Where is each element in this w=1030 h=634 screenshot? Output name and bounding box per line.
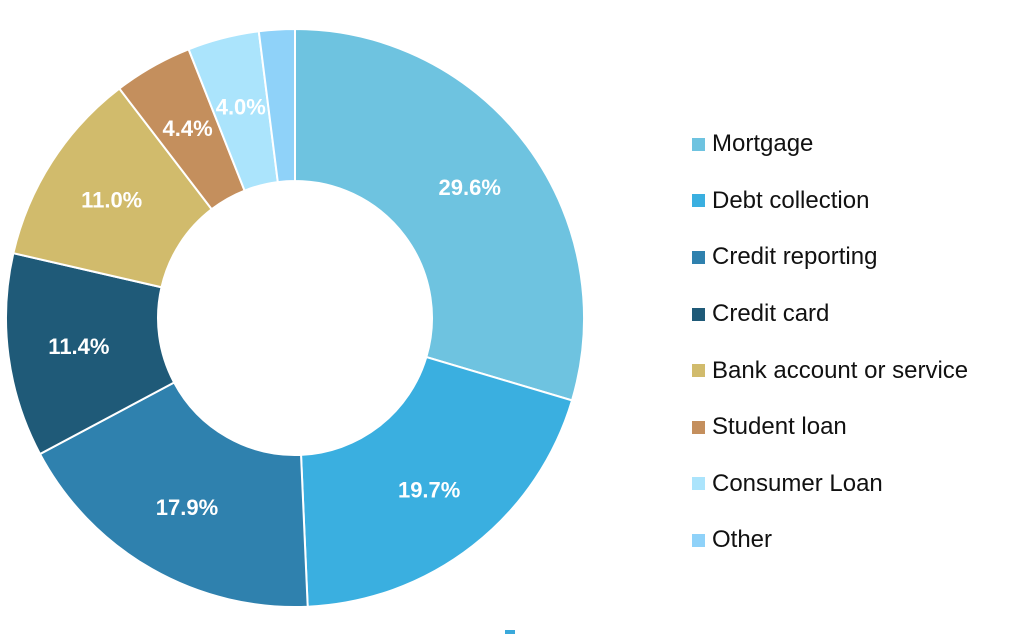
legend-item-credit-card: Credit card xyxy=(692,286,1022,343)
legend-item-credit-reporting: Credit reporting xyxy=(692,229,1022,286)
slice-debt-collection xyxy=(299,355,574,608)
legend-label-debt-collection: Debt collection xyxy=(712,186,870,214)
legend-label-bank-account-or-service: Bank account or service xyxy=(712,356,969,384)
slice-mortgage xyxy=(294,27,585,402)
legend: Mortgage Debt collection Credit reporting C… xyxy=(692,116,1022,569)
legend-swatch-credit-reporting xyxy=(692,250,705,264)
legend-item-debt-collection: Debt collection xyxy=(692,173,1022,230)
slice-label-student-loan: 4.4% xyxy=(163,116,213,141)
legend-label-other: Other xyxy=(712,526,773,554)
legend-swatch-debt-collection xyxy=(692,194,705,208)
slice-label-credit-card: 11.4% xyxy=(48,334,109,359)
legend-label-consumer-loan: Consumer Loan xyxy=(712,469,883,497)
legend-swatch-consumer-loan xyxy=(692,477,705,491)
legend-swatch-mortgage xyxy=(692,137,705,151)
labels-layer: 29.6% 19.7% 17.9% 11.4% 11.0% 4.4%4.0% xyxy=(48,94,501,520)
legend-swatch-student-loan xyxy=(692,420,705,434)
slice-other xyxy=(257,27,296,184)
legend-item-student-loan: Student loan xyxy=(692,399,1022,456)
slice-label-mortgage: 29.6% xyxy=(439,175,501,200)
legend-label-credit-reporting: Credit reporting xyxy=(712,243,878,271)
slice-label-consumer-loan: 4.0% xyxy=(216,94,266,119)
legend-item-mortgage: Mortgage xyxy=(692,116,1022,173)
legend-item-bank-account-or-service: Bank account or service xyxy=(692,342,1022,399)
bottom-marker xyxy=(505,630,515,634)
slice-credit-reporting xyxy=(38,381,309,608)
legend-label-mortgage: Mortgage xyxy=(712,130,814,158)
slice-label-debt-collection: 19.7% xyxy=(398,477,460,502)
legend-label-student-loan: Student loan xyxy=(712,413,847,441)
slice-bank-account-or-service xyxy=(12,87,214,289)
slice-label-bank-account-or-service: 11.0% xyxy=(81,188,142,213)
legend-item-consumer-loan: Consumer Loan xyxy=(692,456,1022,513)
legend-swatch-bank-account-or-service xyxy=(692,364,705,378)
legend-label-credit-card: Credit card xyxy=(712,300,830,328)
slices-layer xyxy=(5,27,585,608)
slice-label-credit-reporting: 17.9% xyxy=(156,495,218,520)
legend-swatch-credit-card xyxy=(692,307,705,321)
legend-item-other: Other xyxy=(692,512,1022,569)
legend-swatch-other xyxy=(692,533,705,547)
